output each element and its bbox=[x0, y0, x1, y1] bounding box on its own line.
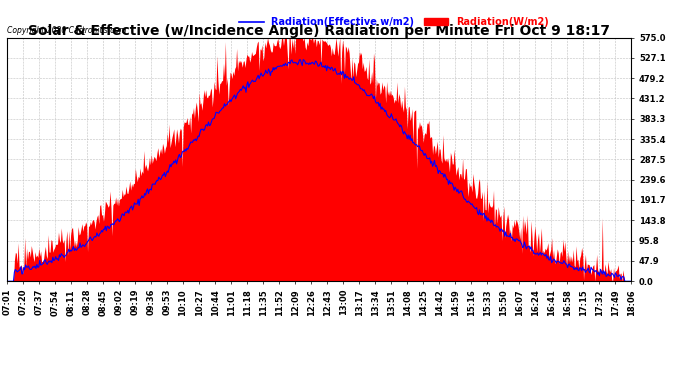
Title: Solar & Effective (w/Incidence Angle) Radiation per Minute Fri Oct 9 18:17: Solar & Effective (w/Incidence Angle) Ra… bbox=[28, 24, 610, 38]
Legend: Radiation(Effective w/m2), Radiation(W/m2): Radiation(Effective w/m2), Radiation(W/m… bbox=[235, 13, 553, 31]
Text: Copyright 2020 Cartronics.com: Copyright 2020 Cartronics.com bbox=[7, 26, 126, 35]
